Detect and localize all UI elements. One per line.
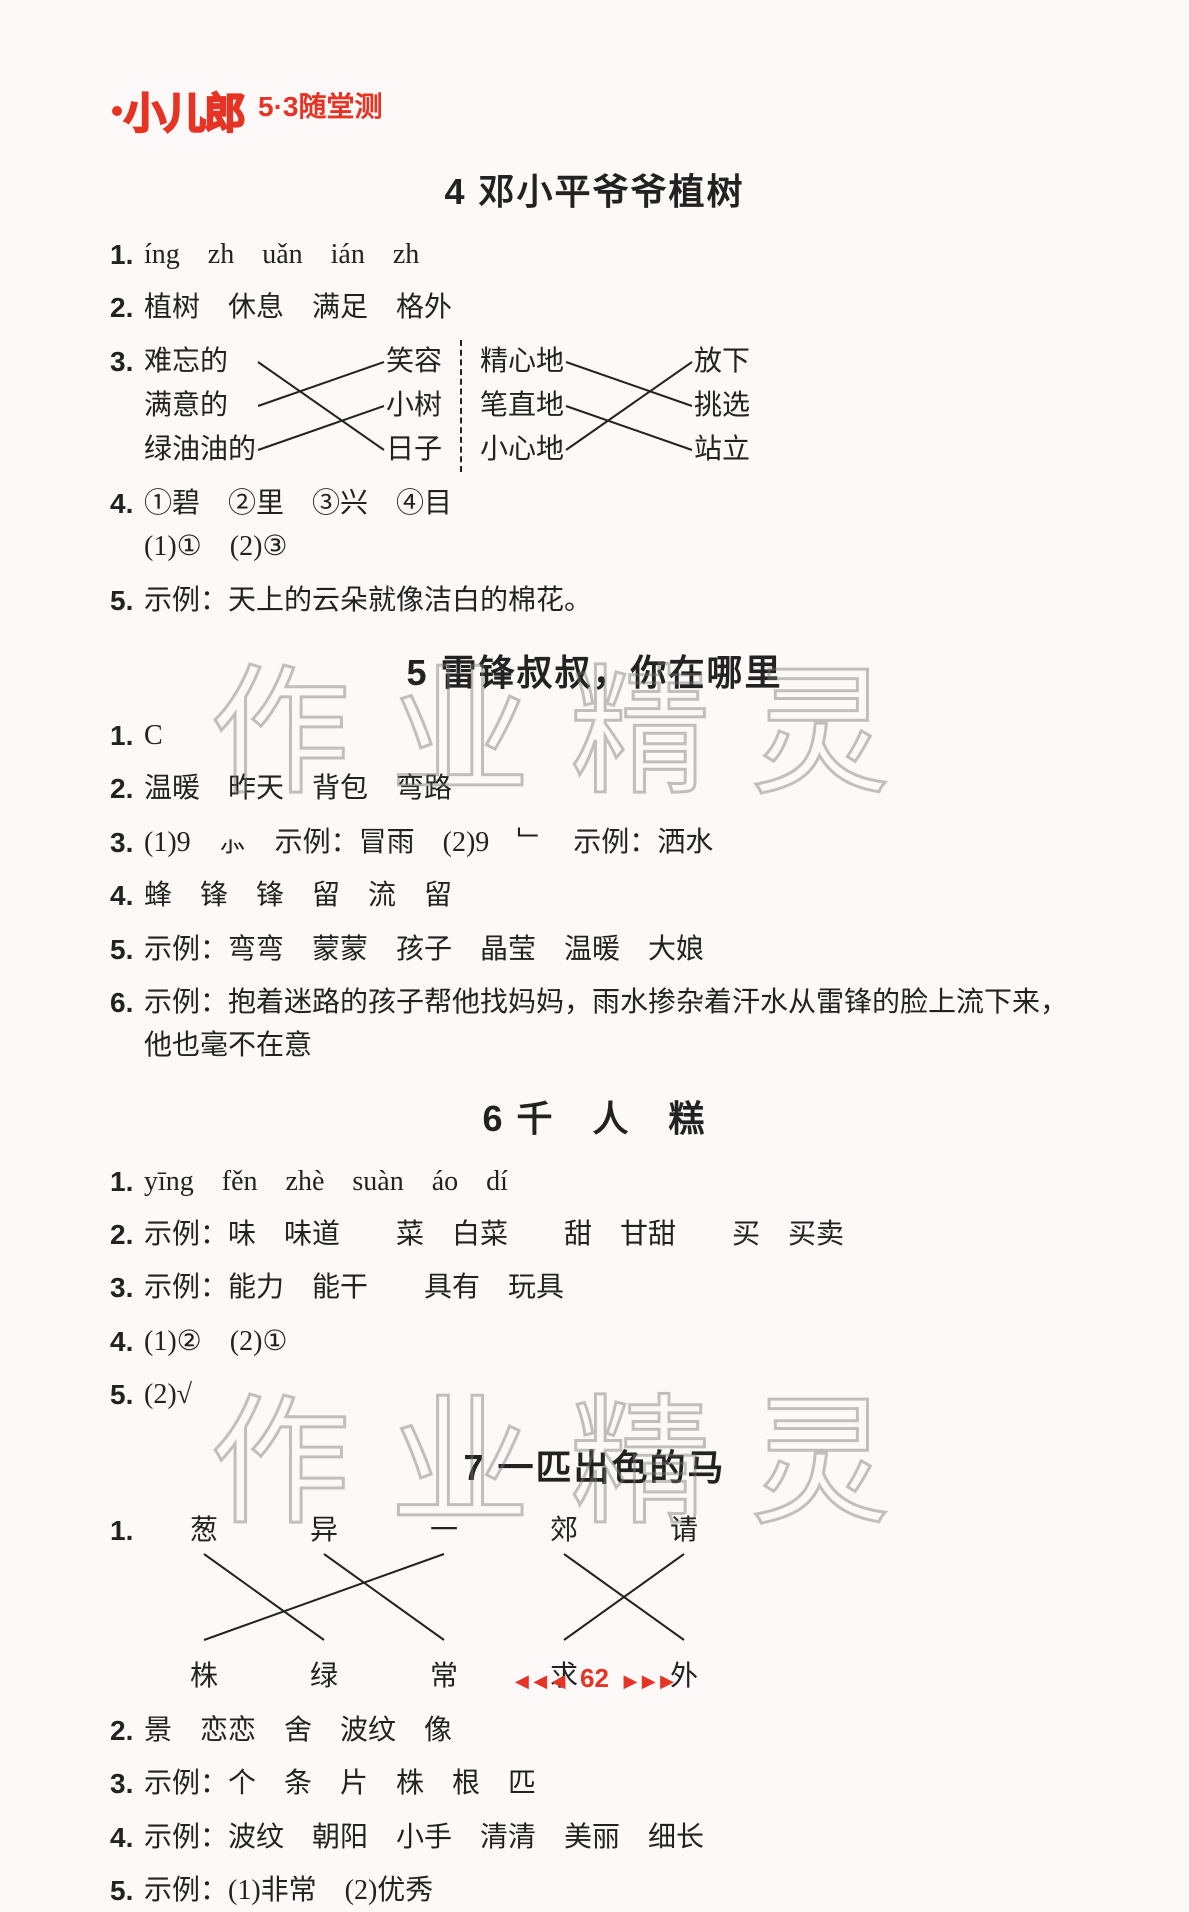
match-left-item: 满意的 (144, 384, 256, 428)
match-right-item: 笑容 (386, 340, 442, 384)
question-item: 3.难忘的满意的绿油油的 笑容小树日子精心地笔直地小心地 放下挑选站立 (110, 340, 1079, 472)
question-item: 5.示例：(1)非常 (2)优秀 (110, 1869, 1079, 1912)
question-number: 4. (110, 874, 144, 917)
page-number: 62 (580, 1663, 609, 1693)
question-number: 1. (110, 1160, 144, 1203)
question-item: 5.(2)√ (110, 1373, 1079, 1416)
match-right-item: 站立 (694, 428, 750, 472)
question-number: 1. (110, 714, 144, 757)
match-left-item: 难忘的 (144, 340, 256, 384)
question-number: 4. (110, 1320, 144, 1363)
question-body: 示例：抱着迷路的孩子帮他找妈妈，雨水掺杂着汗水从雷锋的脸上流下来，他也毫不在意 (144, 981, 1079, 1068)
question-list: 1.íng zh uǎn ián zh2.植树 休息 满足 格外3.难忘的满意的… (110, 233, 1079, 622)
question-number: 5. (110, 1373, 144, 1416)
question-body: (1)9 ⺗ 示例：冒雨 (2)9 ﹂ 示例：洒水 (144, 821, 1079, 864)
page-header: 小儿郎 5·3随堂测 (110, 80, 1079, 141)
triangle-left-icon: ◀ ◀ ◀ (515, 1671, 566, 1691)
match-top-item: 请 (624, 1509, 744, 1552)
match-top-item: 郊 (504, 1509, 624, 1552)
question-item: 4.示例：波纹 朝阳 小手 清清 美丽 细长 (110, 1816, 1079, 1859)
match-left-item: 绿油油的 (144, 428, 256, 472)
question-body: 植树 休息 满足 格外 (144, 286, 1079, 329)
question-body: ①碧 ②里 ③兴 ④目(1)① (2)③ (144, 482, 1079, 569)
question-list: 1.葱异一郊请株绿常求外2.景 恋恋 舍 波纹 像3.示例：个 条 片 株 根 … (110, 1509, 1079, 1912)
question-number: 2. (110, 767, 144, 810)
question-body: yīng fěn zhè suàn áo dí (144, 1160, 1079, 1203)
question-body: 温暖 昨天 背包 弯路 (144, 767, 1079, 810)
triangle-right-icon: ▶ ▶ ▶ (623, 1671, 674, 1691)
question-body: 示例：波纹 朝阳 小手 清清 美丽 细长 (144, 1816, 1079, 1859)
page-footer: ◀ ◀ ◀ 62 ▶ ▶ ▶ (0, 1663, 1189, 1694)
section-title: 5 雷锋叔叔，你在哪里 (110, 644, 1079, 696)
match-top-item: 异 (264, 1509, 384, 1552)
question-body: 示例：(1)非常 (2)优秀 (144, 1869, 1079, 1912)
question-item: 4.蜂 锋 锋 留 流 留 (110, 874, 1079, 917)
match-top-item: 葱 (144, 1509, 264, 1552)
question-body: C (144, 714, 1079, 757)
content-area: 4 邓小平爷爷植树1.íng zh uǎn ián zh2.植树 休息 满足 格… (110, 163, 1079, 1912)
question-number: 6. (110, 981, 144, 1068)
brand-logo-text: 小儿郎 (110, 80, 244, 141)
match-right-item: 小树 (386, 384, 442, 428)
question-item: 2.景 恋恋 舍 波纹 像 (110, 1709, 1079, 1752)
question-body: 示例：能力 能干 具有 玩具 (144, 1266, 1079, 1309)
match-right-item: 日子 (386, 428, 442, 472)
question-item: 3.(1)9 ⺗ 示例：冒雨 (2)9 ﹂ 示例：洒水 (110, 821, 1079, 864)
question-number: 2. (110, 286, 144, 329)
question-body: 示例：个 条 片 株 根 匹 (144, 1762, 1079, 1805)
question-item: 3.示例：个 条 片 株 根 匹 (110, 1762, 1079, 1805)
matching-diagram: 难忘的满意的绿油油的 笑容小树日子精心地笔直地小心地 放下挑选站立 (144, 340, 1079, 472)
match-right-item: 挑选 (694, 384, 750, 428)
question-number: 3. (110, 340, 144, 472)
match-left-item: 精心地 (480, 340, 564, 384)
question-number: 5. (110, 1869, 144, 1912)
question-item: 6.示例：抱着迷路的孩子帮他找妈妈，雨水掺杂着汗水从雷锋的脸上流下来，他也毫不在… (110, 981, 1079, 1068)
match-left-item: 小心地 (480, 428, 564, 472)
question-list: 1.C2.温暖 昨天 背包 弯路3.(1)9 ⺗ 示例：冒雨 (2)9 ﹂ 示例… (110, 714, 1079, 1068)
question-item: 2.示例：味 味道 菜 白菜 甜 甘甜 买 买卖 (110, 1213, 1079, 1256)
question-item: 4.①碧 ②里 ③兴 ④目(1)① (2)③ (110, 482, 1079, 569)
question-line: ①碧 ②里 ③兴 ④目 (144, 482, 1079, 525)
question-item: 5.示例：天上的云朵就像洁白的棉花。 (110, 579, 1079, 622)
question-item: 2.温暖 昨天 背包 弯路 (110, 767, 1079, 810)
question-body: 示例：天上的云朵就像洁白的棉花。 (144, 579, 1079, 622)
question-number: 4. (110, 1816, 144, 1859)
section-title: 7 一匹出色的马 (110, 1439, 1079, 1491)
match-top-item: 一 (384, 1509, 504, 1552)
question-number: 3. (110, 1266, 144, 1309)
question-number: 1. (110, 233, 144, 276)
brand-subtitle: 5·3随堂测 (258, 85, 382, 125)
question-number: 3. (110, 821, 144, 864)
question-body: (2)√ (144, 1373, 1079, 1416)
question-body: 难忘的满意的绿油油的 笑容小树日子精心地笔直地小心地 放下挑选站立 (144, 340, 1079, 472)
question-list: 1.yīng fěn zhè suàn áo dí2.示例：味 味道 菜 白菜 … (110, 1160, 1079, 1417)
question-item: 4.(1)② (2)① (110, 1320, 1079, 1363)
question-line: (1)① (2)③ (144, 525, 1079, 568)
match-left-item: 笔直地 (480, 384, 564, 428)
question-body: 示例：味 味道 菜 白菜 甜 甘甜 买 买卖 (144, 1213, 1079, 1256)
question-body: (1)② (2)① (144, 1320, 1079, 1363)
question-item: 1.C (110, 714, 1079, 757)
question-item: 2.植树 休息 满足 格外 (110, 286, 1079, 329)
question-number: 5. (110, 928, 144, 971)
question-body: 示例：弯弯 蒙蒙 孩子 晶莹 温暖 大娘 (144, 928, 1079, 971)
section-title: 6 千 人 糕 (110, 1090, 1079, 1142)
section-title: 4 邓小平爷爷植树 (110, 163, 1079, 215)
question-number: 2. (110, 1213, 144, 1256)
question-number: 2. (110, 1709, 144, 1752)
question-item: 3.示例：能力 能干 具有 玩具 (110, 1266, 1079, 1309)
question-item: 1.yīng fěn zhè suàn áo dí (110, 1160, 1079, 1203)
question-body: 景 恋恋 舍 波纹 像 (144, 1709, 1079, 1752)
match-right-item: 放下 (694, 340, 750, 384)
question-number: 3. (110, 1762, 144, 1805)
brand-logo: 小儿郎 (110, 80, 244, 141)
question-number: 5. (110, 579, 144, 622)
question-body: íng zh uǎn ián zh (144, 233, 1079, 276)
question-item: 5.示例：弯弯 蒙蒙 孩子 晶莹 温暖 大娘 (110, 928, 1079, 971)
question-number: 4. (110, 482, 144, 569)
question-item: 1.íng zh uǎn ián zh (110, 233, 1079, 276)
question-body: 蜂 锋 锋 留 流 留 (144, 874, 1079, 917)
